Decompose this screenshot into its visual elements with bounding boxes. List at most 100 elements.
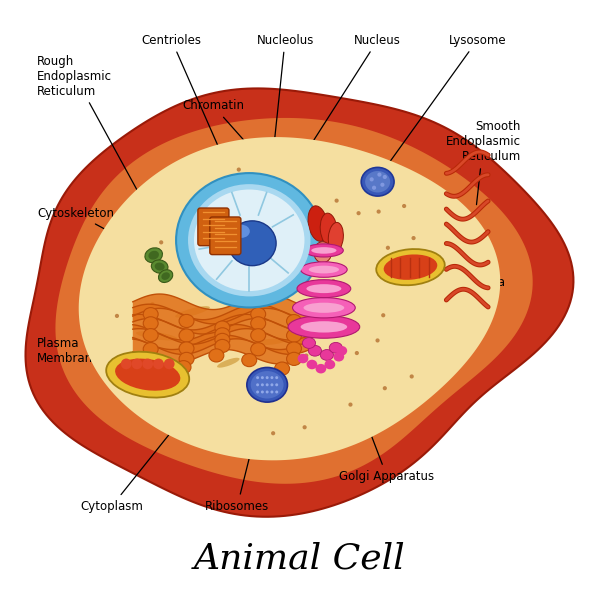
Ellipse shape bbox=[151, 302, 155, 307]
Ellipse shape bbox=[143, 308, 158, 321]
Ellipse shape bbox=[361, 167, 394, 196]
Ellipse shape bbox=[179, 352, 194, 365]
Ellipse shape bbox=[377, 172, 382, 176]
Ellipse shape bbox=[331, 279, 335, 283]
Ellipse shape bbox=[215, 328, 230, 341]
Ellipse shape bbox=[383, 175, 387, 179]
Text: Nucleolus: Nucleolus bbox=[256, 34, 314, 151]
Ellipse shape bbox=[275, 376, 278, 379]
Text: Rough
Endoplasmic
Reticulum: Rough Endoplasmic Reticulum bbox=[37, 55, 158, 229]
Ellipse shape bbox=[179, 314, 194, 328]
Ellipse shape bbox=[377, 209, 381, 214]
Ellipse shape bbox=[143, 317, 158, 330]
Text: Nucleus: Nucleus bbox=[310, 34, 401, 145]
Ellipse shape bbox=[263, 376, 267, 380]
Ellipse shape bbox=[381, 313, 385, 317]
Ellipse shape bbox=[304, 302, 344, 313]
Ellipse shape bbox=[247, 367, 287, 402]
Polygon shape bbox=[55, 118, 533, 484]
Ellipse shape bbox=[266, 376, 269, 379]
Ellipse shape bbox=[150, 310, 154, 314]
Ellipse shape bbox=[209, 247, 213, 251]
Text: Centrioles: Centrioles bbox=[142, 34, 224, 160]
Ellipse shape bbox=[287, 329, 301, 342]
Ellipse shape bbox=[275, 362, 290, 375]
Ellipse shape bbox=[215, 334, 230, 346]
Ellipse shape bbox=[288, 316, 360, 338]
Ellipse shape bbox=[261, 391, 264, 394]
Ellipse shape bbox=[261, 376, 264, 379]
Ellipse shape bbox=[287, 342, 301, 355]
Polygon shape bbox=[26, 88, 574, 517]
Ellipse shape bbox=[143, 357, 158, 370]
Ellipse shape bbox=[372, 185, 376, 190]
Ellipse shape bbox=[309, 266, 339, 274]
Ellipse shape bbox=[376, 249, 445, 285]
Ellipse shape bbox=[311, 247, 337, 254]
Text: Cytoskeleton: Cytoskeleton bbox=[37, 207, 145, 251]
Ellipse shape bbox=[188, 184, 310, 296]
Ellipse shape bbox=[275, 391, 278, 394]
Ellipse shape bbox=[334, 352, 344, 362]
Ellipse shape bbox=[268, 274, 272, 278]
Ellipse shape bbox=[142, 359, 153, 369]
Ellipse shape bbox=[161, 272, 170, 280]
Ellipse shape bbox=[301, 262, 347, 277]
Ellipse shape bbox=[209, 349, 224, 362]
Text: Animal Cell: Animal Cell bbox=[194, 542, 406, 576]
Ellipse shape bbox=[148, 251, 159, 260]
Ellipse shape bbox=[266, 383, 269, 386]
Ellipse shape bbox=[256, 391, 259, 394]
Ellipse shape bbox=[272, 388, 276, 392]
Ellipse shape bbox=[304, 353, 308, 358]
Ellipse shape bbox=[325, 360, 335, 369]
Ellipse shape bbox=[314, 242, 332, 263]
Ellipse shape bbox=[386, 245, 390, 250]
Ellipse shape bbox=[217, 358, 239, 368]
Ellipse shape bbox=[400, 256, 404, 260]
Ellipse shape bbox=[143, 329, 158, 342]
Ellipse shape bbox=[370, 177, 374, 181]
Ellipse shape bbox=[251, 308, 266, 320]
Ellipse shape bbox=[251, 329, 266, 342]
Ellipse shape bbox=[125, 360, 129, 364]
Ellipse shape bbox=[271, 376, 274, 379]
Ellipse shape bbox=[266, 391, 269, 394]
Ellipse shape bbox=[145, 248, 163, 263]
Ellipse shape bbox=[308, 346, 322, 356]
Ellipse shape bbox=[410, 374, 414, 379]
Ellipse shape bbox=[179, 342, 194, 355]
Text: Plasma
Membrane: Plasma Membrane bbox=[37, 319, 118, 365]
Ellipse shape bbox=[215, 340, 230, 353]
Ellipse shape bbox=[365, 171, 390, 193]
Ellipse shape bbox=[298, 354, 308, 364]
Ellipse shape bbox=[383, 254, 437, 280]
Ellipse shape bbox=[304, 210, 308, 214]
Text: Mitochondria: Mitochondria bbox=[429, 275, 506, 289]
Ellipse shape bbox=[307, 360, 317, 369]
Ellipse shape bbox=[304, 244, 343, 257]
Ellipse shape bbox=[349, 403, 353, 407]
Ellipse shape bbox=[287, 314, 301, 328]
Ellipse shape bbox=[153, 359, 164, 369]
Ellipse shape bbox=[185, 244, 190, 248]
Ellipse shape bbox=[356, 211, 361, 215]
Ellipse shape bbox=[242, 353, 257, 367]
Ellipse shape bbox=[328, 223, 343, 252]
Ellipse shape bbox=[329, 343, 343, 353]
Ellipse shape bbox=[275, 383, 278, 386]
Ellipse shape bbox=[106, 352, 189, 398]
Ellipse shape bbox=[115, 359, 181, 391]
Text: Lysosome: Lysosome bbox=[382, 34, 506, 172]
Ellipse shape bbox=[194, 190, 304, 291]
Ellipse shape bbox=[221, 334, 225, 338]
Ellipse shape bbox=[320, 350, 334, 361]
Ellipse shape bbox=[260, 196, 265, 200]
Ellipse shape bbox=[251, 317, 266, 330]
Ellipse shape bbox=[175, 306, 210, 318]
Ellipse shape bbox=[131, 359, 142, 369]
Ellipse shape bbox=[115, 314, 119, 318]
Ellipse shape bbox=[181, 322, 185, 326]
Ellipse shape bbox=[302, 338, 316, 349]
Text: Cytoplasm: Cytoplasm bbox=[80, 419, 182, 512]
